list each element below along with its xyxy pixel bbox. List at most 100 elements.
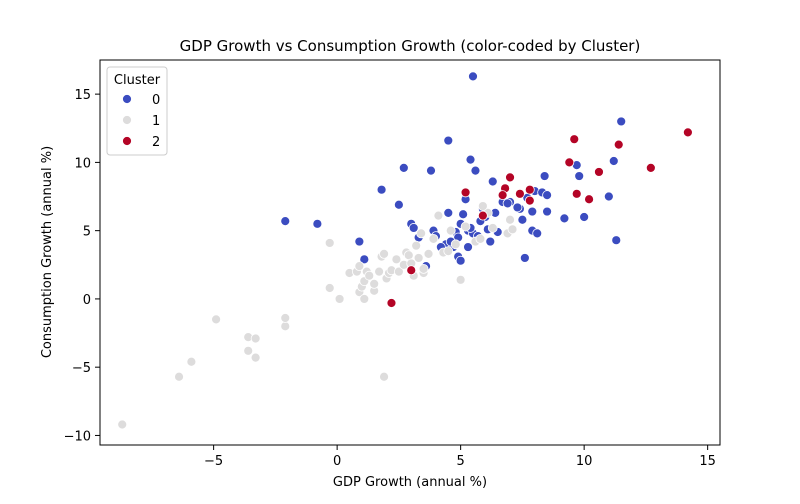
point-cluster-2	[564, 157, 575, 168]
point-cluster-2	[477, 210, 488, 221]
point-cluster-0	[574, 171, 585, 181]
point-cluster-1	[186, 356, 197, 367]
point-cluster-1	[391, 254, 402, 265]
point-cluster-1	[211, 314, 222, 325]
y-tick-label: 15	[74, 88, 91, 103]
chart-title: GDP Growth vs Consumption Growth (color-…	[180, 37, 641, 55]
axes-border	[99, 59, 721, 446]
point-cluster-0	[616, 116, 627, 127]
legend-box	[106, 66, 168, 156]
point-cluster-0	[393, 199, 404, 210]
points-layer	[117, 71, 693, 430]
point-cluster-0	[519, 253, 530, 263]
point-cluster-0	[465, 154, 476, 165]
point-cluster-1	[505, 214, 515, 225]
point-cluster-1	[369, 278, 380, 289]
point-cluster-2	[460, 187, 471, 198]
point-cluster-0	[443, 208, 454, 218]
point-cluster-2	[524, 184, 535, 195]
point-cluster-1	[418, 263, 429, 274]
point-cluster-1	[324, 238, 335, 248]
point-cluster-1	[379, 248, 389, 259]
x-axis-label: GDP Growth (annual %)	[333, 475, 487, 490]
point-cluster-1	[423, 248, 434, 259]
point-cluster-0	[408, 223, 419, 233]
point-cluster-0	[579, 212, 590, 222]
x-tick-label: 5	[456, 454, 464, 469]
x-tick-label: 0	[333, 454, 341, 469]
y-tick-label: −10	[64, 429, 91, 444]
point-cluster-0	[542, 206, 552, 217]
point-cluster-0	[443, 135, 454, 146]
y-tick-label: 10	[74, 156, 91, 171]
y-axis: −10 −5 0 5 10 15	[64, 88, 100, 444]
point-cluster-2	[505, 172, 515, 183]
point-cluster-0	[539, 171, 550, 181]
x-tick-label: 15	[699, 454, 716, 469]
point-cluster-1	[364, 270, 375, 281]
point-cluster-1	[393, 266, 404, 277]
point-cluster-0	[487, 176, 498, 187]
x-tick-label: 10	[576, 454, 593, 469]
point-cluster-0	[527, 206, 538, 217]
point-cluster-0	[468, 71, 478, 82]
point-cluster-0	[354, 236, 365, 247]
y-axis-label: Consumption Growth (annual %)	[40, 146, 55, 358]
y-tick-label: 5	[83, 225, 91, 240]
point-cluster-0	[532, 228, 543, 239]
point-cluster-1	[280, 321, 291, 332]
point-cluster-2	[613, 139, 624, 150]
legend-label-0: 0	[152, 93, 160, 108]
legend-items: 0 1 2	[122, 93, 160, 150]
point-cluster-1	[250, 352, 261, 363]
point-cluster-2	[645, 162, 656, 173]
point-cluster-1	[280, 313, 291, 323]
point-cluster-1	[411, 240, 422, 251]
point-cluster-1	[445, 225, 456, 236]
point-cluster-0	[608, 156, 619, 166]
point-cluster-2	[569, 134, 580, 145]
point-cluster-1	[374, 266, 385, 277]
point-cluster-0	[542, 190, 552, 201]
point-cluster-0	[463, 242, 473, 252]
point-cluster-2	[497, 190, 508, 201]
point-cluster-1	[354, 261, 365, 272]
legend-label-1: 1	[152, 114, 160, 129]
point-cluster-0	[312, 218, 323, 229]
point-cluster-2	[584, 194, 594, 205]
point-cluster-1	[250, 333, 261, 344]
y-tick-label: 0	[83, 293, 91, 308]
point-cluster-1	[460, 221, 471, 232]
legend: Cluster 0 1 2	[106, 66, 168, 156]
point-cluster-2	[524, 195, 535, 206]
point-cluster-1	[359, 294, 370, 304]
x-tick-label: −5	[204, 454, 223, 469]
legend-title: Cluster	[114, 73, 161, 88]
point-cluster-2	[515, 188, 525, 199]
point-cluster-0	[359, 254, 370, 265]
point-cluster-0	[485, 236, 496, 247]
point-cluster-0	[426, 165, 436, 176]
point-cluster-2	[571, 188, 582, 199]
point-cluster-1	[433, 210, 444, 221]
point-cluster-1	[117, 419, 128, 430]
point-cluster-2	[682, 127, 693, 138]
point-cluster-1	[243, 345, 254, 356]
point-cluster-1	[455, 274, 466, 285]
point-cluster-1	[379, 371, 389, 382]
point-cluster-1	[475, 233, 486, 244]
point-cluster-1	[443, 246, 454, 257]
point-cluster-1	[428, 233, 439, 244]
point-cluster-0	[458, 209, 469, 220]
point-cluster-1	[477, 201, 488, 211]
point-cluster-0	[611, 235, 622, 246]
point-cluster-2	[594, 167, 604, 177]
point-cluster-0	[455, 255, 466, 266]
point-cluster-1	[507, 224, 518, 235]
point-cluster-0	[517, 214, 528, 225]
point-cluster-0	[470, 165, 481, 176]
point-cluster-1	[450, 239, 461, 250]
legend-marker-2	[122, 136, 132, 146]
